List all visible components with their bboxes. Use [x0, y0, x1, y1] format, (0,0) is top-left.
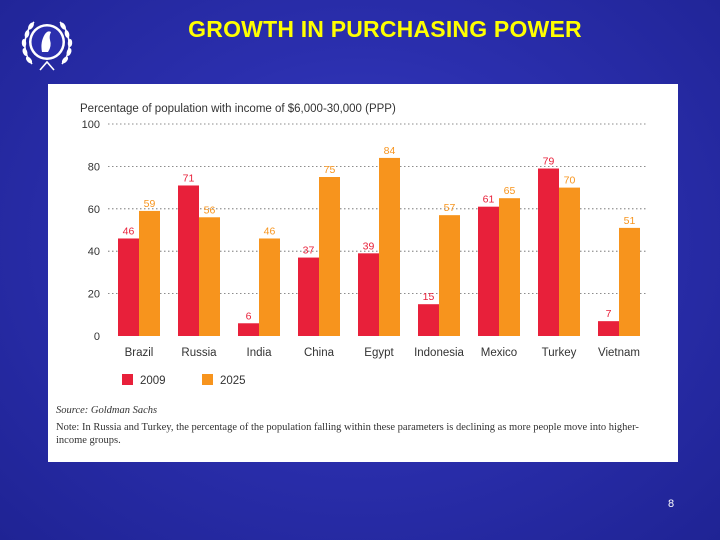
- x-tick-label: Turkey: [542, 347, 577, 359]
- bar-2025-russia: [199, 217, 220, 336]
- bar-2009-indonesia: [418, 304, 439, 336]
- chart-source: Source: Goldman Sachs: [56, 405, 158, 416]
- bar-2009-russia: [178, 185, 199, 336]
- y-tick-label: 40: [88, 246, 100, 258]
- chart-panel: Percentage of population with income of …: [48, 84, 678, 462]
- y-tick-label: 20: [88, 289, 100, 301]
- data-label: 15: [423, 291, 435, 303]
- bar-2025-mexico: [499, 198, 520, 336]
- legend-swatch: [202, 374, 213, 385]
- data-label: 46: [123, 225, 135, 237]
- x-tick-label: Russia: [181, 347, 217, 359]
- x-tick-label: Egypt: [364, 347, 394, 359]
- y-tick-label: 60: [88, 204, 100, 216]
- page-number: 8: [668, 498, 675, 510]
- bar-2009-brazil: [118, 238, 139, 336]
- data-label: 75: [324, 164, 336, 176]
- bar-2009-turkey: [538, 168, 559, 336]
- bar-2025-indonesia: [439, 215, 460, 336]
- x-tick-label: Indonesia: [414, 347, 464, 359]
- bar-2009-mexico: [478, 206, 499, 336]
- bar-2009-india: [238, 323, 259, 336]
- bar-2025-china: [319, 177, 340, 336]
- y-tick-label: 80: [88, 161, 100, 173]
- bar-2009-egypt: [358, 253, 379, 336]
- legend-label: 2009: [140, 375, 166, 387]
- bar-2009-vietnam: [598, 321, 619, 336]
- legend-label: 2025: [220, 375, 246, 387]
- data-label: 65: [504, 185, 516, 197]
- x-tick-label: China: [304, 347, 335, 359]
- data-label: 84: [384, 145, 396, 157]
- bar-2025-brazil: [139, 210, 160, 336]
- bar-2025-egypt: [379, 157, 400, 336]
- slide-title: GROWTH IN PURCHASING POWER: [188, 16, 582, 42]
- x-tick-label: Vietnam: [598, 347, 640, 359]
- data-label: 79: [543, 156, 555, 168]
- data-label: 37: [303, 245, 315, 257]
- data-label: 70: [564, 175, 576, 187]
- data-label: 46: [264, 225, 276, 237]
- data-label: 57: [444, 202, 456, 214]
- data-label: 6: [246, 310, 252, 322]
- bar-2025-turkey: [559, 187, 580, 336]
- ioma-logo: [18, 12, 76, 74]
- data-label: 7: [606, 308, 612, 320]
- data-label: 51: [624, 215, 636, 227]
- chart-note: Note: In Russia and Turkey, the percenta…: [56, 422, 639, 446]
- y-tick-label: 100: [82, 119, 100, 131]
- data-label: 39: [363, 240, 375, 252]
- legend-swatch: [122, 374, 133, 385]
- bar-2025-vietnam: [619, 227, 640, 336]
- data-label: 56: [204, 204, 216, 216]
- data-label: 59: [144, 198, 156, 210]
- data-label: 61: [483, 194, 495, 206]
- bar-chart: Percentage of population with income of …: [80, 103, 648, 387]
- y-tick-label: 0: [94, 331, 100, 343]
- x-tick-label: Mexico: [481, 347, 517, 359]
- bar-2025-india: [259, 238, 280, 336]
- bar-2009-china: [298, 257, 319, 336]
- x-tick-label: Brazil: [125, 347, 154, 359]
- x-tick-label: India: [247, 347, 273, 359]
- data-label: 71: [183, 172, 195, 184]
- chart-title: Percentage of population with income of …: [80, 103, 396, 115]
